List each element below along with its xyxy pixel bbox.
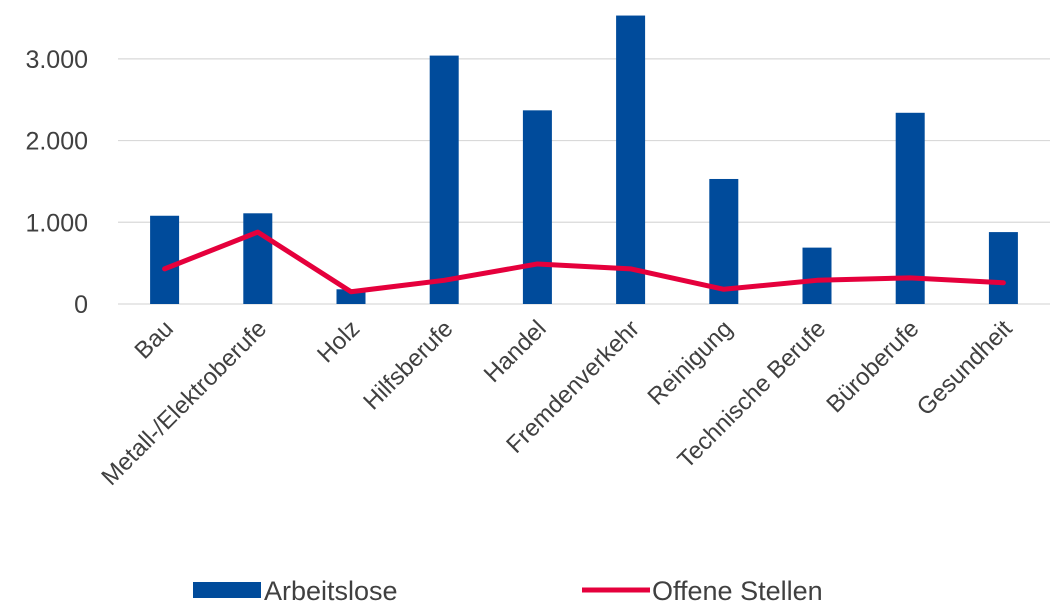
- y-axis-tick-labels: 0 1.000 2.000 3.000: [25, 46, 88, 319]
- y-tick-label: 2.000: [25, 128, 88, 156]
- bar: [150, 215, 180, 304]
- bar-series-arbeitslose: [150, 15, 1018, 305]
- x-tick-label: Metall-/Elektroberufe: [96, 315, 272, 491]
- bar: [616, 15, 646, 304]
- y-tick-label: 1.000: [25, 209, 88, 237]
- x-tick-label: Gesundheit: [912, 315, 1018, 421]
- gridlines: [118, 58, 1050, 305]
- bar: [802, 247, 832, 304]
- x-tick-label: Hilfsberufe: [358, 315, 458, 415]
- legend-swatch-arbeitslose: [193, 582, 261, 598]
- bar: [895, 112, 925, 304]
- line-series-offene-stellen: [162, 229, 1006, 295]
- y-tick-label: 0: [74, 291, 88, 319]
- x-tick-label: Bau: [130, 315, 179, 364]
- x-tick-label: Büroberufe: [821, 315, 924, 418]
- legend-label-offene-stellen: Offene Stellen: [652, 576, 823, 606]
- legend-label-arbeitslose: Arbeitslose: [264, 576, 398, 606]
- bar: [988, 232, 1018, 304]
- bar: [243, 213, 273, 304]
- x-tick-label: Holz: [312, 315, 365, 368]
- x-tick-label: Handel: [479, 315, 552, 388]
- y-tick-label: 3.000: [25, 46, 88, 74]
- series-line: [162, 229, 1006, 295]
- bar: [522, 110, 552, 304]
- bar: [429, 55, 459, 305]
- legend: Arbeitslose Offene Stellen: [193, 576, 823, 606]
- x-tick-label: Reinigung: [643, 315, 739, 411]
- bar: [709, 178, 739, 304]
